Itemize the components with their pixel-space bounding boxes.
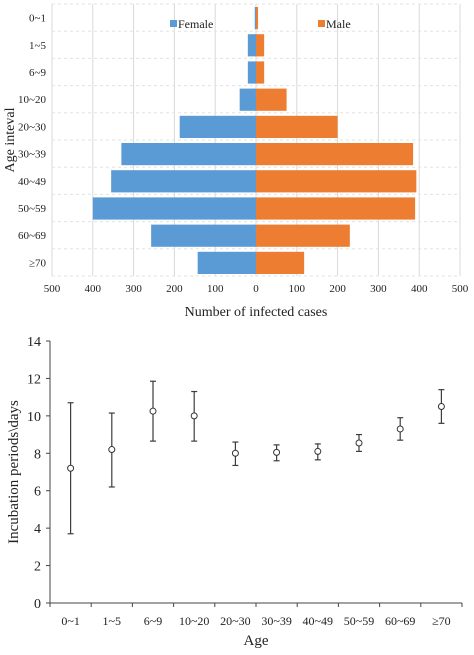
y-tick-label: 6 — [34, 485, 41, 500]
x-tick-label: 200 — [329, 283, 346, 295]
x-tick-label: 400 — [411, 283, 428, 295]
x-tick-label: 100 — [207, 283, 224, 295]
y-tick-label: 2 — [34, 560, 41, 575]
bar-male — [256, 88, 287, 111]
bar-male — [256, 197, 416, 220]
bar-female — [92, 197, 256, 220]
bar-female — [254, 7, 256, 30]
bar-female — [121, 143, 256, 166]
x-tick-label: 0 — [253, 283, 259, 295]
x-axis-title: Age — [244, 633, 269, 649]
x-tick-label: 40~49 — [303, 614, 334, 628]
y-tick-label: 0 — [34, 597, 41, 612]
data-point — [190, 412, 198, 420]
bar-male — [256, 7, 259, 30]
data-point — [396, 425, 404, 433]
bar-male — [256, 115, 338, 138]
data-point — [437, 403, 445, 410]
bar-female — [197, 251, 256, 274]
bar-male — [256, 61, 265, 84]
data-point — [355, 439, 363, 447]
bar-female — [239, 88, 256, 111]
x-tick-label: 200 — [166, 283, 183, 295]
x-tick-label: 300 — [125, 283, 142, 295]
data-point — [273, 448, 281, 456]
y-tick-label: 10 — [27, 410, 41, 425]
legend-label-male: Male — [326, 17, 351, 31]
data-point — [67, 464, 75, 472]
x-tick-label: 300 — [370, 283, 387, 295]
y-tick-label: 10~20 — [18, 94, 46, 106]
x-tick-label: 20~30 — [220, 614, 251, 628]
x-tick-label: 1~5 — [103, 614, 122, 628]
bar-male — [256, 224, 350, 247]
x-tick-label: 0~1 — [61, 614, 80, 628]
bar-male — [256, 251, 305, 274]
age-distribution-chart: 0~1 1~5 6~9 10~20 20~30 30~39 40~49 50~59 60~69 ≥… — [3, 3, 469, 320]
y-tick-label: 30~39 — [18, 149, 46, 161]
legend-label-female: Female — [178, 17, 213, 31]
bar-male — [256, 170, 417, 193]
x-tick-label: 30~39 — [261, 614, 292, 628]
x-tick-label: 100 — [289, 283, 306, 295]
bar-female — [247, 34, 256, 57]
y-axis-title: Incubation periods\days — [6, 400, 22, 544]
y-tick-label: 20~30 — [18, 121, 46, 133]
y-tick-label: 50~59 — [18, 203, 46, 215]
bar-female — [247, 61, 256, 84]
y-tick-label: ≥70 — [29, 257, 47, 269]
x-tick-label: 10~20 — [179, 614, 210, 628]
x-tick-label: 50~59 — [344, 614, 375, 628]
data-point — [231, 449, 239, 457]
bar-male — [256, 34, 265, 57]
data-point — [108, 446, 116, 454]
y-tick-label: 6~9 — [29, 67, 46, 79]
y-axis-title: Age inteval — [3, 107, 18, 172]
y-tick-label: 4 — [34, 522, 41, 537]
y-tick-label: 1~5 — [29, 40, 46, 52]
bar-female — [111, 170, 256, 193]
y-tick-label: 0~1 — [29, 13, 46, 25]
x-tick-label: ≥70 — [432, 614, 451, 628]
data-point — [149, 407, 157, 415]
y-tick-label: 14 — [27, 335, 41, 350]
x-axis-title: Number of infected cases — [185, 305, 328, 320]
x-tick-label: 6~9 — [144, 614, 163, 628]
y-tick-label: 60~69 — [18, 230, 46, 242]
x-tick-label: 400 — [85, 283, 102, 295]
y-tick-label: 8 — [34, 447, 41, 462]
x-tick-label: 60~69 — [385, 614, 416, 628]
data-point — [314, 447, 322, 455]
bar-female — [179, 115, 256, 138]
x-tick-label: 500 — [452, 283, 469, 295]
legend-swatch-male — [318, 20, 325, 27]
y-tick-label: 12 — [27, 372, 41, 387]
bar-female — [151, 224, 256, 247]
legend-swatch-female — [170, 20, 177, 27]
bar-male — [256, 143, 414, 166]
x-tick-label: 500 — [44, 283, 61, 295]
incubation-period-chart: 0 2 4 6 8 10 12 14 0~1 1~5 6~9 10~20 20~30 30~39 40~49… — [6, 335, 463, 649]
y-tick-label: 40~49 — [18, 176, 46, 188]
